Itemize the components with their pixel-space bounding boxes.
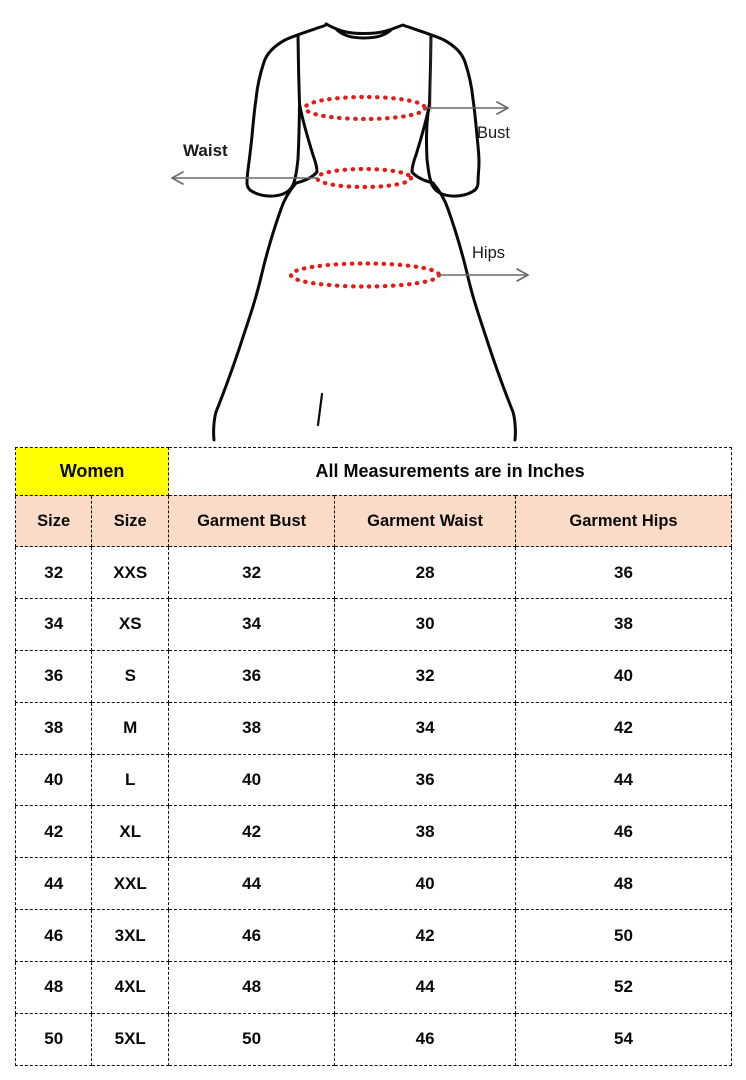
svg-text:Hips: Hips: [472, 244, 505, 262]
svg-text:Waist: Waist: [183, 141, 228, 160]
svg-text:Bust: Bust: [477, 124, 510, 142]
